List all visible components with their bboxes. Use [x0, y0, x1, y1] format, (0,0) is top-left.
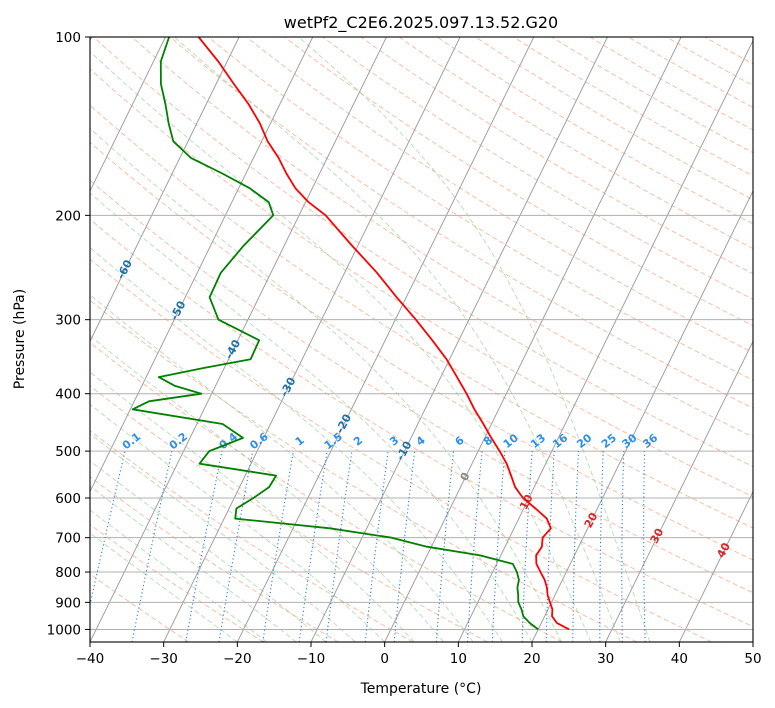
mixing-ratio-line — [393, 451, 416, 642]
moist-adiabat — [90, 371, 415, 642]
mixing-ratio-line — [364, 451, 389, 642]
mixing-ratio-line — [621, 451, 625, 642]
temperature-profile — [197, 37, 570, 631]
moist-adiabat — [90, 192, 533, 642]
mixing-ratio-line — [435, 451, 455, 642]
dry-adiabat — [90, 258, 712, 642]
profiles — [131, 37, 570, 631]
y-axis: 100 200 300 400 500 600 700 800 900 1000 — [47, 30, 90, 638]
y-tick-label: 100 — [55, 30, 81, 46]
moist-adiabat — [90, 532, 238, 642]
moist-adiabat — [90, 127, 562, 642]
moist-adiabat — [90, 433, 356, 642]
moist-adiabat — [90, 247, 503, 642]
mixing-ratio-line — [325, 451, 353, 642]
isotherm — [457, 39, 753, 642]
y-axis-label: Pressure (hPa) — [12, 289, 28, 389]
x-tick-label: −20 — [223, 651, 252, 667]
isotherm — [678, 490, 753, 642]
moist-adiabat — [298, 37, 651, 642]
y-tick-label: 700 — [55, 531, 81, 547]
plot-background — [90, 37, 753, 642]
y-tick-label: 600 — [55, 491, 81, 507]
dry-adiabat — [90, 299, 638, 642]
isotherm — [605, 340, 753, 642]
x-tick-label: 50 — [744, 651, 761, 667]
isotherm — [163, 37, 461, 642]
y-tick-label: 500 — [55, 444, 81, 460]
plot-frame — [89, 36, 754, 643]
isotherm-label: -80 — [8, 174, 29, 198]
mixing-ratio-line — [90, 450, 126, 608]
x-tick-label: −10 — [297, 651, 326, 667]
dry-adiabat — [90, 341, 563, 642]
mixing-ratio-line — [298, 451, 328, 642]
moist-adiabat — [90, 294, 474, 642]
moist-adiabat — [90, 403, 386, 642]
moist-adiabat — [90, 509, 268, 642]
dry-adiabat — [90, 68, 753, 498]
dry-adiabat — [90, 385, 488, 642]
dry-adiabat — [246, 37, 753, 354]
isotherm — [236, 37, 535, 642]
isotherm — [531, 189, 753, 642]
x-tick-label: 30 — [597, 651, 614, 667]
x-axis: −40 −30 −20 −10 0 10 20 30 40 50 — [76, 642, 762, 667]
moist-adiabat — [90, 335, 444, 642]
dry-adiabat — [90, 141, 753, 561]
mixing-ratio-line — [491, 451, 506, 642]
isotherm — [310, 37, 608, 642]
dry-adiabat — [437, 37, 753, 225]
dry-adiabat — [322, 37, 753, 300]
mixing-ratio-line — [218, 451, 254, 642]
y-tick-label: 300 — [55, 313, 81, 329]
isotherm — [90, 37, 240, 343]
y-tick-label: 400 — [55, 387, 81, 403]
mixing-ratio-line — [262, 451, 294, 642]
isotherm — [752, 640, 753, 642]
dry-adiabat — [131, 37, 753, 438]
isotherm — [90, 37, 387, 642]
dry-adiabat — [475, 37, 753, 201]
x-tick-label: 10 — [450, 651, 467, 667]
mixing-ratio-line — [599, 451, 604, 642]
dewpoint-profile — [131, 37, 539, 631]
dry-adiabat — [513, 37, 753, 177]
mixing-ratio-line — [643, 451, 646, 642]
dry-adiabat — [90, 179, 753, 594]
x-axis-label: Temperature (°C) — [360, 681, 482, 697]
dry-adiabat — [169, 37, 753, 409]
dry-adiabat — [360, 37, 753, 275]
y-tick-label: 900 — [55, 595, 81, 611]
x-tick-label: 40 — [671, 651, 688, 667]
y-tick-label: 1000 — [47, 622, 81, 638]
dry-adiabat — [93, 37, 753, 468]
moist-adiabat — [90, 460, 327, 642]
isotherm — [90, 37, 166, 193]
x-tick-label: 20 — [523, 651, 540, 667]
mixing-ratio-line — [545, 451, 555, 642]
x-tick-label: −40 — [76, 651, 105, 667]
x-tick-label: 0 — [380, 651, 389, 667]
x-tick-label: −30 — [149, 651, 178, 667]
y-tick-label: 200 — [55, 208, 81, 224]
isotherm — [90, 37, 314, 493]
mixing-ratio-line — [572, 451, 580, 642]
mixing-ratio-line — [521, 451, 533, 642]
chart-title: wetPf2_C2E6.2025.097.13.52.G20 — [284, 13, 558, 33]
y-tick-label: 800 — [55, 565, 81, 581]
dry-adiabat — [90, 429, 414, 642]
mixing-ratio-line — [466, 451, 483, 642]
dry-adiabat — [90, 476, 339, 642]
mixing-ratio-line — [185, 450, 223, 642]
isotherm — [384, 37, 682, 642]
